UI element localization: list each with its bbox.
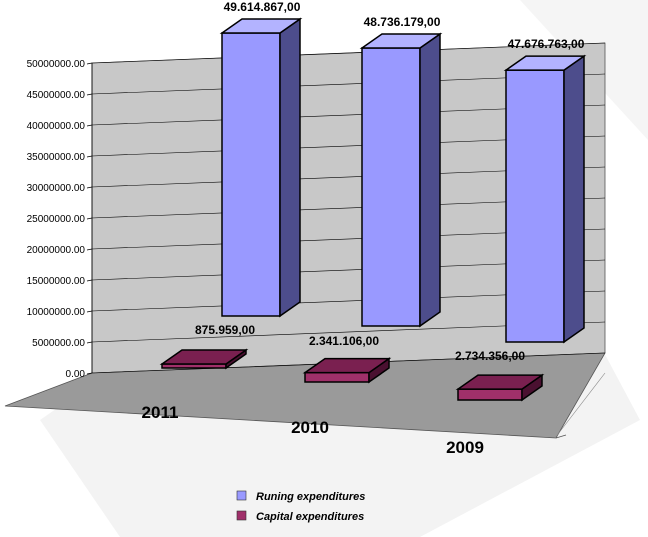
- data-labels: 49.614.867,00 48.736.179,00 47.676.763,00 8…: [195, 0, 585, 363]
- y-tick-label: 15000000.00: [27, 276, 86, 287]
- y-tick-label: 35000000.00: [27, 152, 86, 163]
- legend-swatch: [236, 510, 247, 521]
- running-bar-top: [359, 33, 443, 49]
- floor-right-edge: [554, 372, 606, 439]
- capital-bar-top: [302, 357, 392, 374]
- x-category-label: 2011: [142, 403, 179, 422]
- data-label-running: 47.676.763,00: [508, 37, 585, 51]
- y-axis: 0.00 5000000.00 10000000.00 15000000.00 2000…: [27, 59, 93, 380]
- y-tick-label: 5000000.00: [32, 338, 85, 349]
- x-axis: 2011 2010 2009: [142, 372, 606, 457]
- y-tick-mark: [86, 186, 93, 189]
- y-tick-label: 50000000.00: [27, 59, 86, 70]
- y-tick-label: 40000000.00: [27, 121, 86, 132]
- running-bar-top: [219, 18, 303, 34]
- y-tick-mark: [86, 248, 93, 251]
- running-bar-front: [221, 32, 281, 317]
- data-label-capital: 2.341.106,00: [309, 334, 379, 348]
- running-bar-side: [563, 54, 585, 344]
- y-tick-mark: [86, 279, 93, 282]
- data-label-running: 48.736.179,00: [364, 15, 441, 29]
- y-tick-mark: [86, 310, 93, 313]
- legend-label: Capital expenditures: [256, 511, 364, 523]
- data-label-capital: 875.959,00: [195, 323, 255, 337]
- y-tick-label: 10000000.00: [27, 307, 86, 318]
- running-bar-top: [503, 55, 587, 71]
- x-category-label: 2009: [446, 438, 484, 457]
- capital-bar-front: [457, 388, 523, 401]
- y-tick-mark: [86, 62, 93, 65]
- data-label-capital: 2.734.356,00: [455, 349, 525, 363]
- legend-swatch: [236, 490, 247, 501]
- running-bar-front: [361, 47, 421, 327]
- x-category-label: 2010: [291, 418, 329, 437]
- y-tick-label: 45000000.00: [27, 90, 86, 101]
- running-bar-front: [505, 69, 565, 343]
- capital-bar-top: [455, 374, 545, 390]
- y-tick-mark: [86, 217, 93, 220]
- data-label-running: 49.614.867,00: [224, 0, 301, 14]
- y-tick-label: 20000000.00: [27, 245, 86, 256]
- x-axis-end-tick: [555, 434, 567, 439]
- y-tick-mark: [86, 155, 93, 158]
- y-tick-mark: [86, 341, 93, 344]
- gridline: [91, 42, 606, 64]
- y-tick-label: 30000000.00: [27, 183, 86, 194]
- y-tick-label: 25000000.00: [27, 214, 86, 225]
- running-bar-side: [279, 17, 301, 318]
- capital-bar-front: [304, 371, 370, 383]
- bars: [159, 17, 587, 402]
- y-tick-label: 0.00: [66, 369, 86, 380]
- y-tick-mark: [86, 372, 93, 375]
- legend-label: Runing expenditures: [256, 491, 365, 503]
- running-bar-side: [419, 32, 441, 328]
- legend: Runing expenditures Capital expenditures: [236, 490, 365, 523]
- y-tick-mark: [86, 124, 93, 127]
- y-tick-mark: [86, 93, 93, 96]
- capital-bar-top: [159, 349, 249, 365]
